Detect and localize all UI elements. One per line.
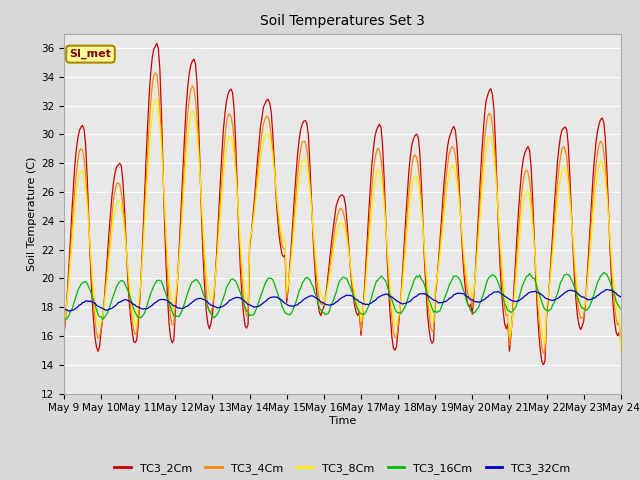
- Legend: TC3_2Cm, TC3_4Cm, TC3_8Cm, TC3_16Cm, TC3_32Cm: TC3_2Cm, TC3_4Cm, TC3_8Cm, TC3_16Cm, TC3…: [110, 458, 575, 478]
- Title: Soil Temperatures Set 3: Soil Temperatures Set 3: [260, 14, 425, 28]
- Text: SI_met: SI_met: [70, 49, 111, 59]
- Y-axis label: Soil Temperature (C): Soil Temperature (C): [27, 156, 37, 271]
- X-axis label: Time: Time: [329, 416, 356, 426]
